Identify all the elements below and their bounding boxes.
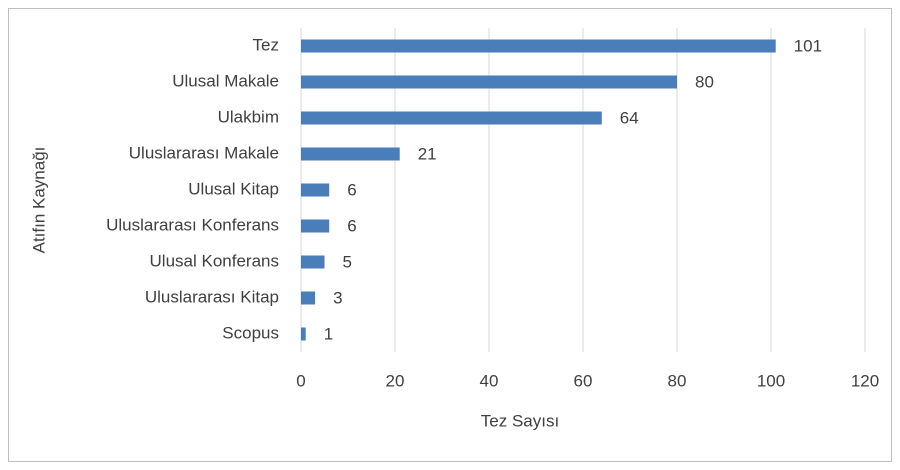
data-label: 6	[347, 180, 356, 199]
y-tick-label: Uluslararası Makale	[129, 143, 279, 162]
bar	[301, 183, 330, 197]
bar	[301, 291, 316, 305]
data-label: 3	[333, 288, 342, 307]
y-tick-label: Ulusal Kitap	[188, 179, 279, 198]
y-tick-label: Ulusal Konferans	[150, 251, 279, 270]
y-tick-label: Uluslararası Konferans	[106, 215, 279, 234]
data-label: 21	[418, 144, 437, 163]
y-tick-label: Ulakbim	[218, 107, 279, 126]
data-label: 6	[347, 216, 356, 235]
data-label: 101	[794, 36, 822, 55]
y-tick-label: Uluslararası Kitap	[145, 287, 279, 306]
x-tick-label: 120	[851, 371, 879, 390]
y-axis-title: Atıfın Kaynağı	[29, 147, 48, 254]
bar	[301, 111, 602, 125]
data-label: 1	[324, 324, 333, 343]
x-tick-label: 100	[757, 371, 785, 390]
y-tick-label: Tez	[253, 35, 279, 54]
data-label: 5	[343, 252, 352, 271]
bar	[301, 75, 677, 89]
bar	[301, 219, 330, 233]
x-tick-label: 0	[296, 371, 305, 390]
x-tick-label: 40	[480, 371, 499, 390]
x-tick-label: 80	[668, 371, 687, 390]
data-label: 64	[620, 108, 639, 127]
bar	[301, 147, 400, 161]
bar	[301, 327, 306, 341]
x-tick-label: 60	[574, 371, 593, 390]
bar	[301, 255, 325, 269]
x-axis-title: Tez Sayısı	[481, 411, 559, 430]
y-tick-label: Scopus	[222, 323, 279, 342]
y-tick-label: Ulusal Makale	[172, 71, 279, 90]
data-label: 80	[695, 72, 714, 91]
x-tick-label: 20	[386, 371, 405, 390]
bar	[301, 39, 776, 53]
